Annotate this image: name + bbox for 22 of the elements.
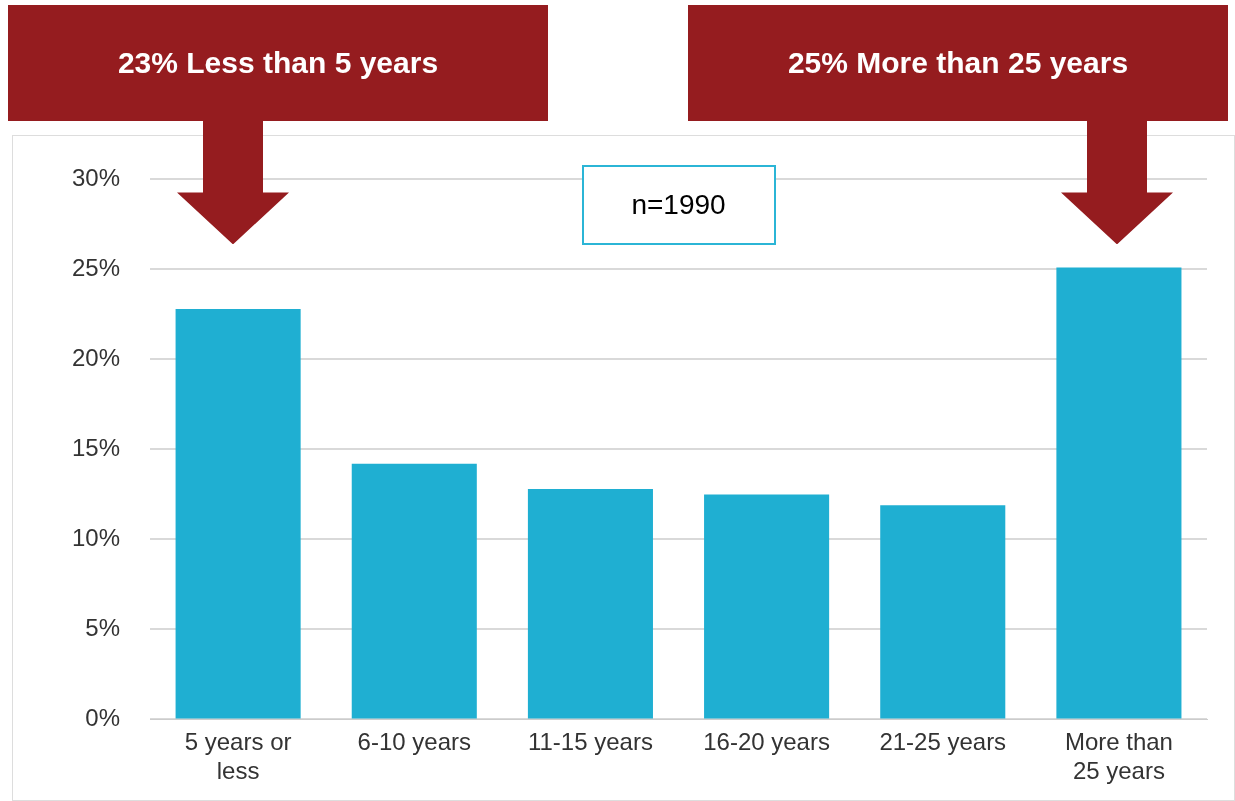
x-tick-label: 5 years or less [184,728,292,785]
bar [704,494,830,719]
y-tick-label: 15% [71,434,121,462]
y-tick-label: 30% [71,164,121,192]
x-tick-label: 6-10 years [357,728,471,756]
y-tick-label: 10% [71,524,121,552]
bar [880,505,1006,719]
bar [351,463,477,719]
bar [1056,267,1182,719]
banner: 25% More than 25 years [688,5,1228,121]
x-tick-label: 16-20 years [703,728,830,756]
bar [175,309,301,719]
y-tick-label: 5% [85,614,121,642]
text-box: n=1990 [581,165,776,246]
y-tick-label: 25% [71,254,121,282]
x-tick-label: More than 25 years [1064,728,1173,785]
x-tick-label: 21-25 years [879,728,1007,756]
bar [527,489,653,719]
y-tick-label: 0% [85,704,121,732]
y-tick-label: 20% [71,344,121,372]
x-tick-label: 11-15 years [527,728,653,756]
banner: 23% Less than 5 years [8,5,548,121]
